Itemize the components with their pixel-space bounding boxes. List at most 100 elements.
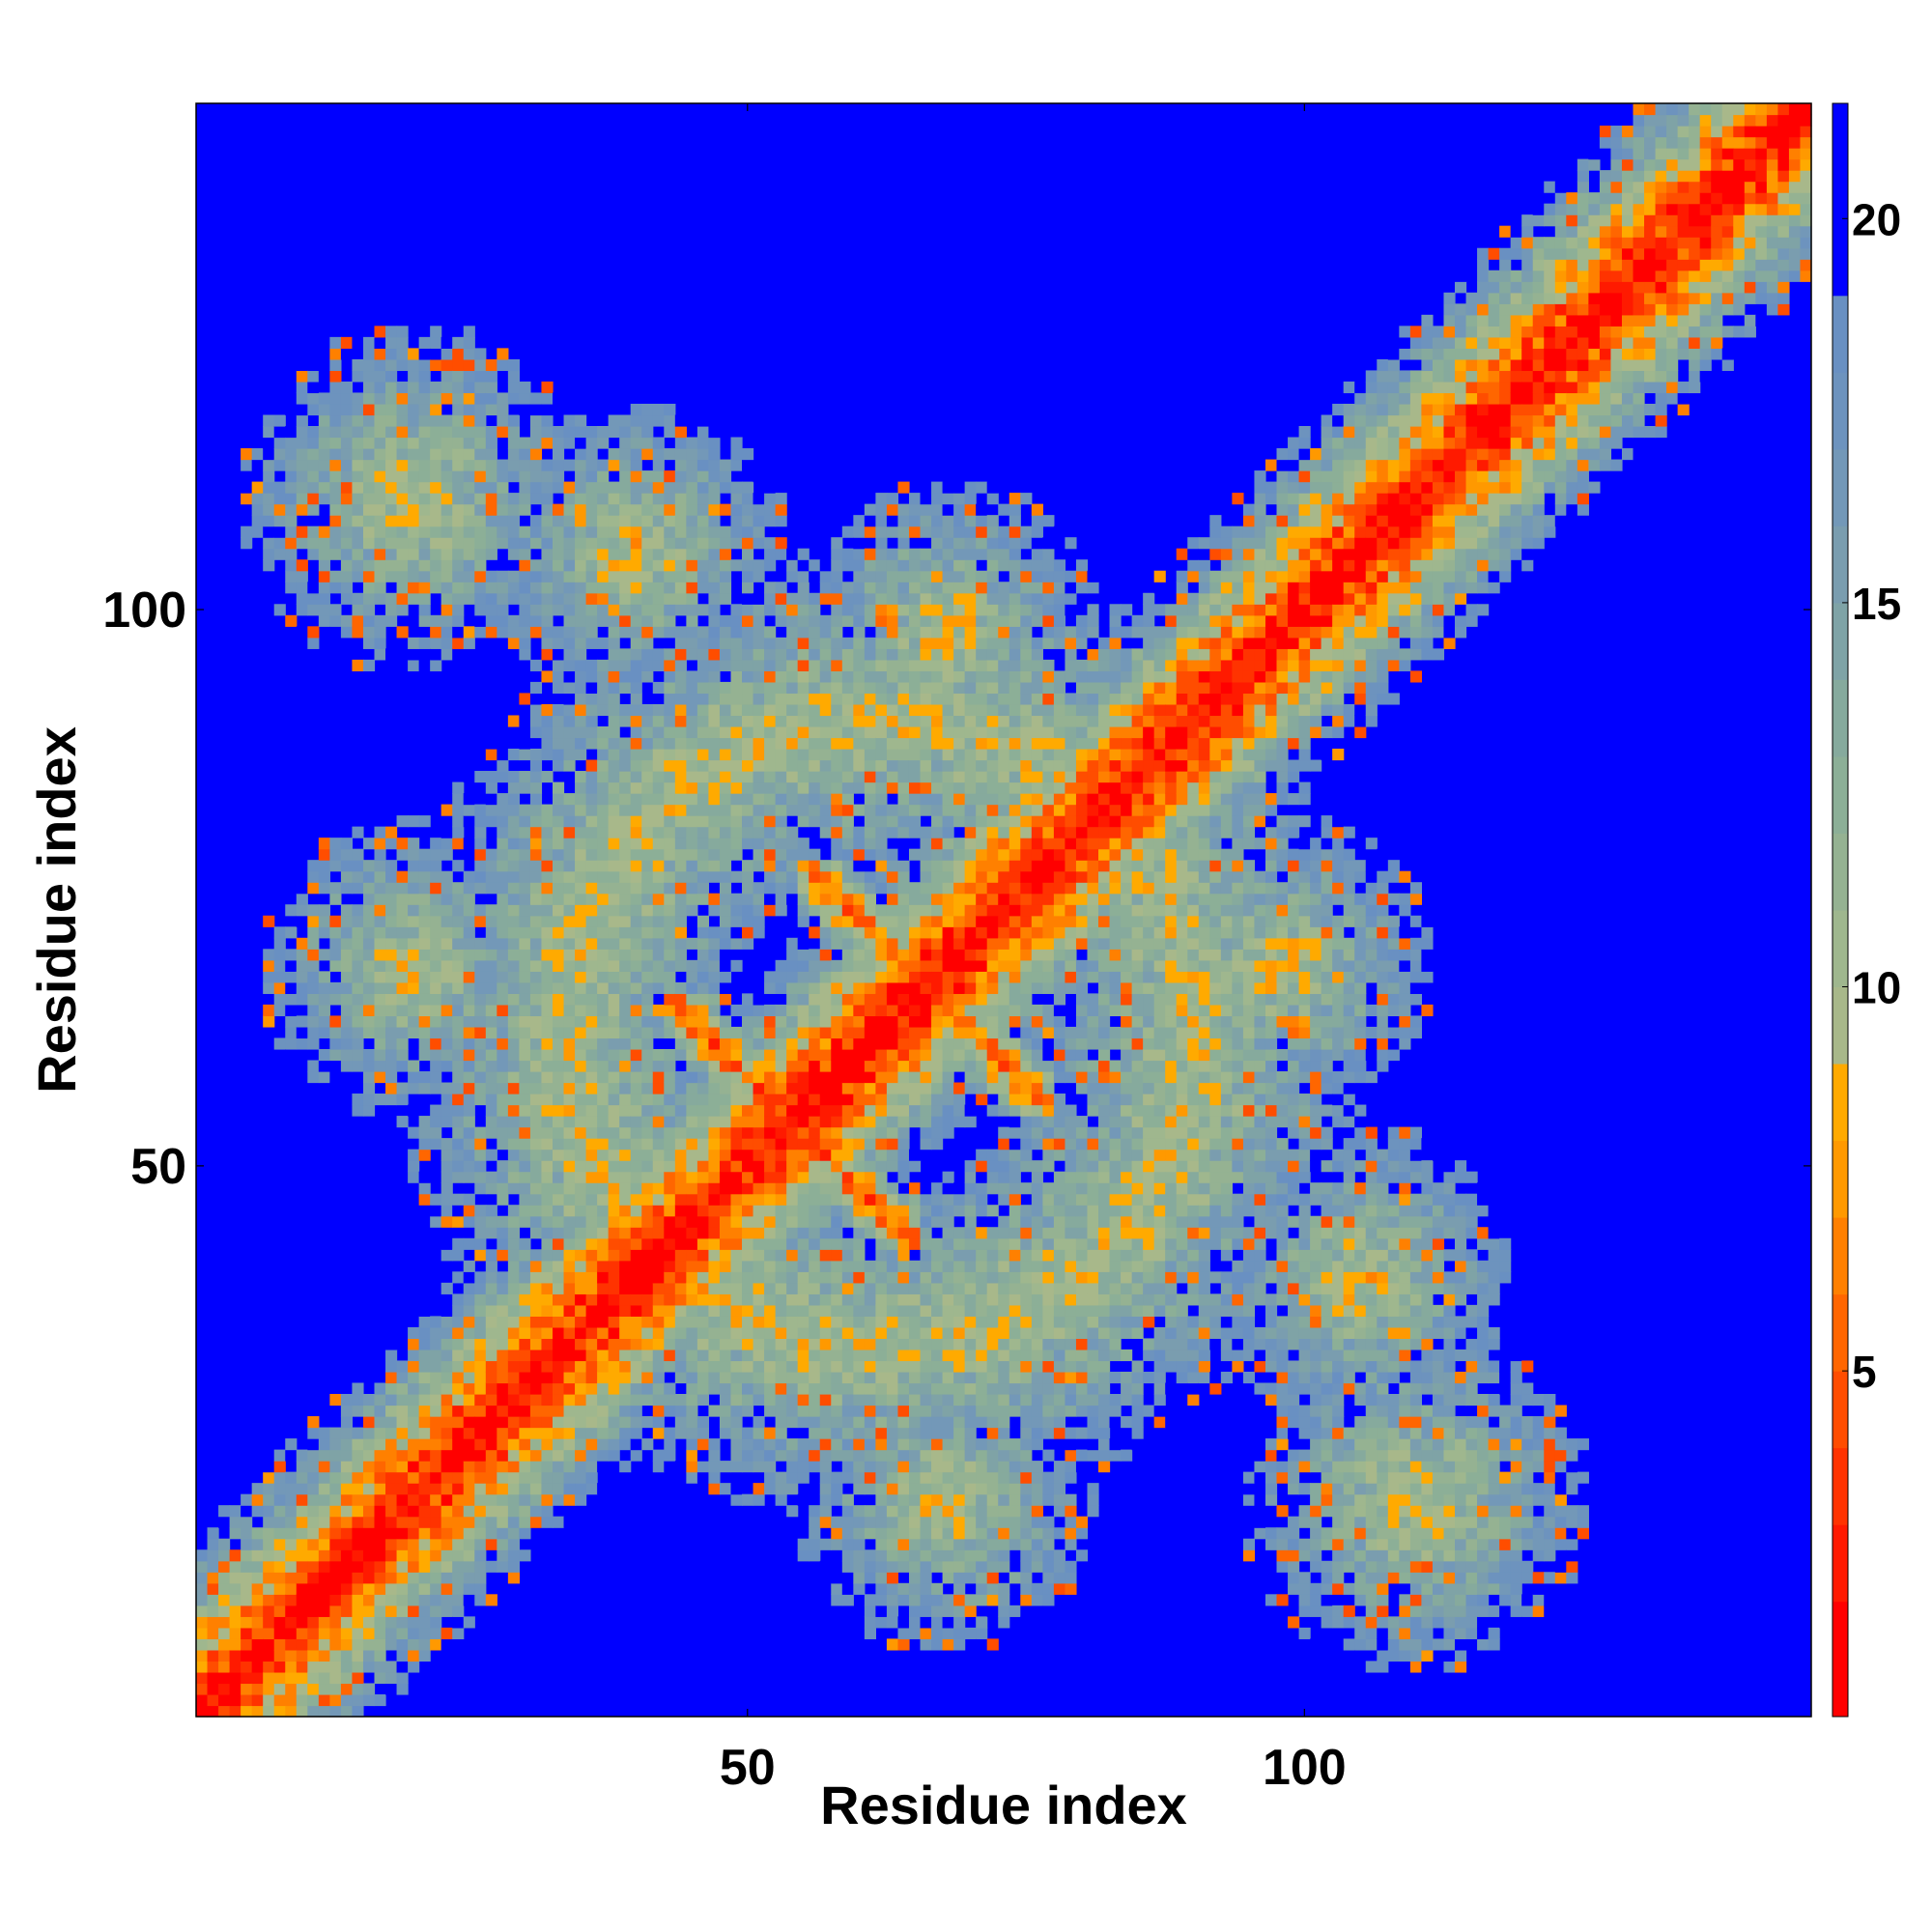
heatmap-cell [541, 1071, 554, 1084]
heatmap-cell [753, 604, 765, 616]
heatmap-cell [585, 1037, 598, 1050]
heatmap-cell [485, 1082, 497, 1094]
heatmap-cell [218, 1649, 231, 1662]
heatmap-cell [452, 592, 465, 605]
heatmap-cell [730, 1427, 743, 1439]
heatmap-cell [764, 693, 777, 705]
heatmap-cell [541, 626, 554, 639]
heatmap-cell [764, 1271, 777, 1284]
heatmap-cell [696, 548, 710, 560]
heatmap-cell [285, 1582, 298, 1595]
heatmap-cell [585, 725, 598, 739]
heatmap-cell [463, 882, 475, 895]
heatmap-cell [408, 592, 420, 605]
heatmap-cell [296, 503, 308, 516]
heatmap-cell [809, 1382, 821, 1395]
heatmap-cell [630, 515, 642, 527]
heatmap-cell [608, 1237, 620, 1250]
heatmap-cell [809, 1126, 821, 1139]
heatmap-cell [463, 437, 475, 449]
heatmap-cell [541, 1160, 554, 1173]
heatmap-cell [630, 493, 642, 505]
heatmap-cell [529, 481, 543, 494]
heatmap-cell [519, 981, 531, 994]
heatmap-cell [886, 1116, 899, 1128]
heatmap-cell [708, 515, 721, 527]
heatmap-cell [652, 1116, 665, 1128]
heatmap-cell [385, 870, 398, 883]
heatmap-cell [296, 370, 308, 383]
heatmap-cell [831, 1094, 843, 1106]
heatmap-cell [597, 659, 610, 671]
heatmap-cell [440, 604, 453, 616]
heatmap-cell [608, 1405, 620, 1417]
heatmap-cell [440, 838, 453, 850]
heatmap-cell [630, 1138, 642, 1151]
heatmap-cell [474, 1360, 487, 1373]
heatmap-cell [207, 1683, 219, 1695]
heatmap-cell [831, 659, 843, 671]
heatmap-cell [418, 1638, 431, 1651]
heatmap-cell [730, 1071, 743, 1084]
heatmap-cell [229, 1527, 242, 1540]
heatmap-cell [285, 1004, 298, 1017]
heatmap-cell [797, 626, 810, 639]
heatmap-cell [696, 1449, 710, 1462]
heatmap-cell [853, 1572, 866, 1584]
heatmap-cell [408, 1160, 420, 1173]
heatmap-cell [742, 804, 754, 816]
heatmap-cell [552, 1048, 565, 1062]
heatmap-cell [674, 459, 687, 471]
heatmap-cell [742, 1015, 754, 1028]
heatmap-cell [641, 1149, 654, 1161]
heatmap-cell [608, 670, 620, 683]
heatmap-cell [809, 637, 821, 649]
heatmap-cell [742, 515, 754, 527]
heatmap-cell [809, 1405, 821, 1417]
heatmap-cell [296, 481, 308, 494]
heatmap-cell [575, 1048, 587, 1062]
heatmap-cell [440, 1138, 453, 1151]
heatmap-cell [408, 1471, 420, 1484]
heatmap-cell [529, 526, 543, 538]
heatmap-cell [418, 370, 431, 383]
heatmap-cell [597, 470, 610, 483]
heatmap-cell [753, 1461, 765, 1473]
heatmap-cell [374, 570, 386, 582]
heatmap-cell [318, 1015, 330, 1028]
heatmap-cell [630, 1416, 642, 1429]
heatmap-cell [696, 926, 710, 939]
heatmap-cell [864, 893, 876, 905]
heatmap-cell [452, 1516, 465, 1528]
heatmap-cell [719, 937, 732, 950]
heatmap-cell [686, 1471, 698, 1484]
heatmap-cell [875, 537, 888, 550]
heatmap-cell [841, 793, 854, 806]
heatmap-cell [775, 781, 787, 794]
heatmap-cell [318, 1060, 330, 1072]
heatmap-cell [674, 1416, 687, 1429]
heatmap-cell [497, 971, 509, 983]
heatmap-cell [519, 1094, 531, 1106]
heatmap-cell [396, 993, 409, 1006]
heatmap-cell [385, 1382, 398, 1395]
heatmap-cell [340, 1438, 354, 1451]
heatmap-cell [575, 1304, 587, 1317]
heatmap-cell [686, 559, 698, 572]
heatmap-cell [452, 1082, 465, 1094]
heatmap-cell [329, 1516, 342, 1528]
heatmap-cell [296, 993, 308, 1006]
heatmap-cell [630, 893, 642, 905]
heatmap-cell [541, 403, 554, 416]
heatmap-cell [352, 1693, 364, 1707]
heatmap-cell [875, 860, 888, 872]
heatmap-cell [864, 1326, 876, 1340]
heatmap-cell [608, 559, 620, 572]
heatmap-cell [775, 981, 787, 994]
heatmap-cell [563, 937, 576, 950]
heatmap-cell [519, 392, 531, 405]
heatmap-cell [241, 1516, 253, 1528]
heatmap-cell [408, 637, 420, 649]
heatmap-cell [329, 604, 342, 616]
heatmap-cell [608, 1371, 620, 1384]
